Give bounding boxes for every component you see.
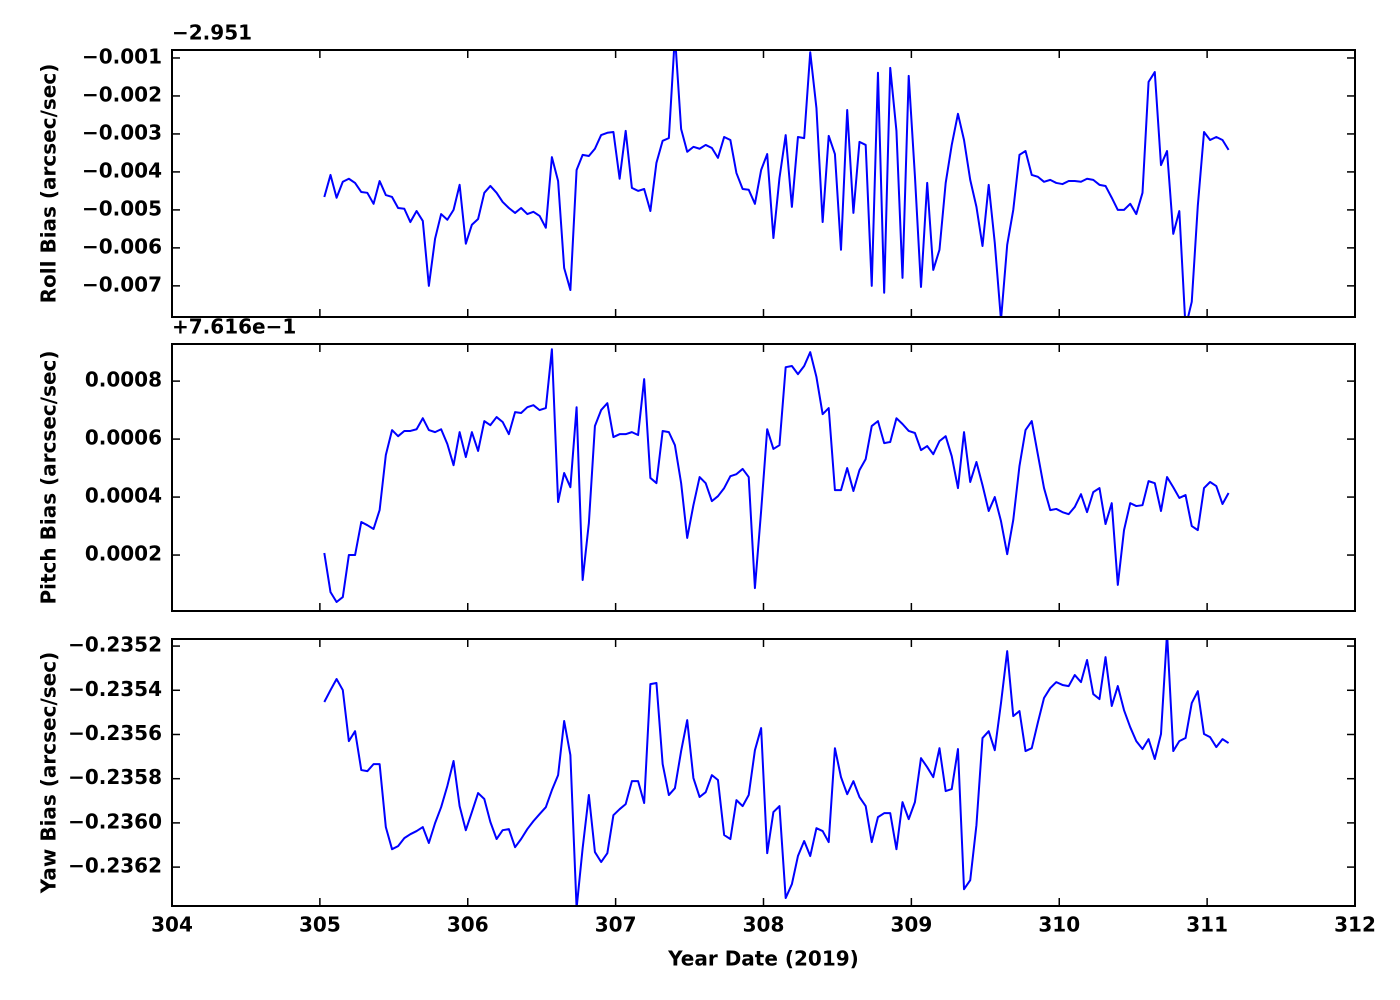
y-axis-label: Pitch Bias (arcsec/sec) bbox=[37, 350, 61, 604]
x-tick-label: 309 bbox=[891, 913, 933, 937]
x-tick-label: 312 bbox=[1334, 913, 1376, 937]
x-tick-label: 306 bbox=[447, 913, 489, 937]
offset-label: +7.616e−1 bbox=[172, 315, 296, 339]
plot-area bbox=[323, 639, 1230, 906]
y-tick-label: −0.002 bbox=[82, 82, 162, 106]
y-tick-label: −0.006 bbox=[82, 234, 162, 258]
y-tick-label: −0.2354 bbox=[68, 677, 162, 701]
y-tick-label: 0.0006 bbox=[85, 426, 162, 450]
y-tick-label: −0.2356 bbox=[68, 721, 162, 745]
plot-area bbox=[323, 348, 1230, 604]
axes-frame bbox=[171, 638, 1356, 907]
axes-frame bbox=[171, 343, 1356, 612]
x-tick-label: 307 bbox=[595, 913, 637, 937]
y-tick-label: −0.2352 bbox=[68, 633, 162, 657]
y-tick-label: −0.2360 bbox=[68, 809, 162, 833]
y-tick-label: −0.2358 bbox=[68, 765, 162, 789]
y-tick-label: −0.005 bbox=[82, 196, 162, 220]
x-tick-label: 308 bbox=[743, 913, 785, 937]
axes-frame bbox=[171, 49, 1356, 318]
data-line bbox=[323, 50, 1230, 317]
y-tick-label: −0.001 bbox=[82, 44, 162, 68]
x-tick-label: 310 bbox=[1038, 913, 1080, 937]
offset-label: −2.951 bbox=[172, 21, 252, 45]
x-axis-label: Year Date (2019) bbox=[667, 947, 859, 971]
y-tick-label: −0.2362 bbox=[68, 854, 162, 878]
y-tick-label: −0.004 bbox=[82, 158, 162, 182]
y-tick-label: −0.007 bbox=[82, 272, 162, 296]
y-tick-label: −0.003 bbox=[82, 120, 162, 144]
y-axis-label: Roll Bias (arcsec/sec) bbox=[37, 64, 61, 304]
y-axis-label: Yaw Bias (arcsec/sec) bbox=[37, 652, 61, 895]
x-tick-label: 311 bbox=[1186, 913, 1228, 937]
y-tick-label: 0.0008 bbox=[85, 368, 162, 392]
data-line bbox=[323, 639, 1230, 906]
x-tick-label: 304 bbox=[151, 913, 193, 937]
y-tick-label: 0.0002 bbox=[85, 542, 162, 566]
data-line bbox=[323, 348, 1230, 604]
x-tick-label: 305 bbox=[299, 913, 341, 937]
y-tick-label: 0.0004 bbox=[85, 484, 162, 508]
plot-area bbox=[323, 50, 1230, 317]
